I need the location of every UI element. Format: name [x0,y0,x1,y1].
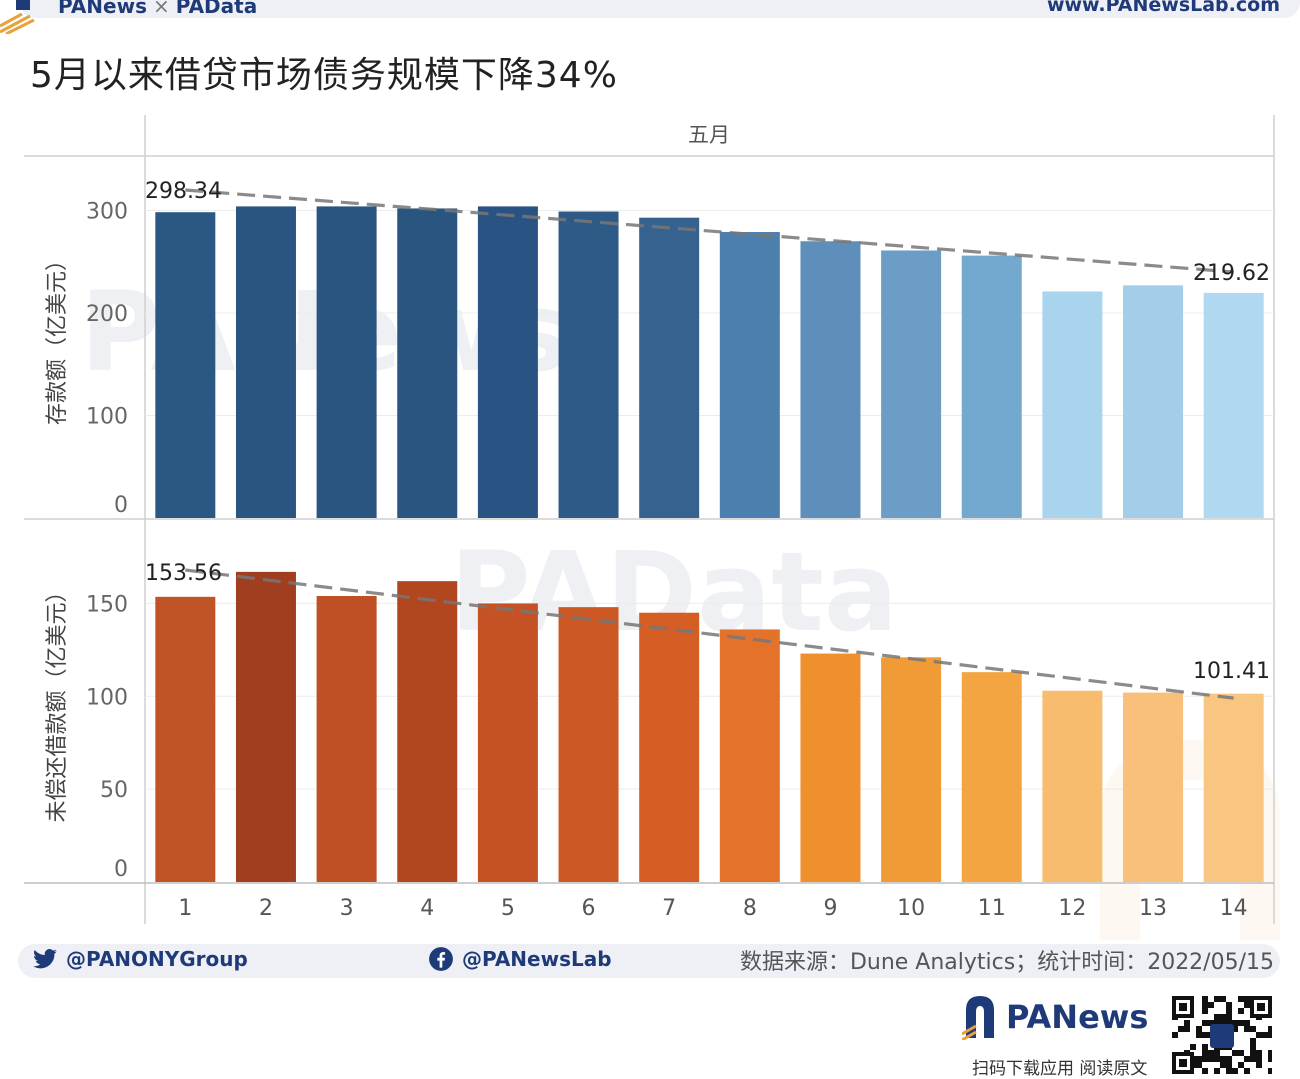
twitter-handle[interactable]: @PANONYGroup [32,946,248,972]
bar-panel2-9 [800,653,861,882]
qr-code-icon[interactable] [1172,996,1272,1074]
bar-panel2-2 [235,571,296,882]
bar-panel1-13 [1123,285,1184,518]
x-tick-label: 11 [978,896,1006,921]
x-tick-label: 6 [582,896,596,921]
twitter-icon [33,949,57,969]
brand-right: PAData [175,0,258,18]
bar-panel2-12 [1042,690,1103,882]
x-tick-label: 2 [259,896,273,921]
bar-panel1-5 [477,206,538,518]
trend-line [185,188,1234,274]
x-tick-label: 3 [340,896,354,921]
y-tick-label: 0 [114,857,128,882]
bar-panel1-7 [639,217,700,519]
x-tick-label: 1 [178,896,192,921]
x-tick-label: 8 [743,896,757,921]
facebook-icon [429,947,453,971]
bar-panel2-13 [1123,692,1184,882]
x-tick-label: 12 [1058,896,1086,921]
bar-panel1-11 [961,255,1022,518]
bar-panel2-6 [558,607,619,882]
footer-bar [18,944,1280,978]
brand-separator: × [152,0,170,18]
y-axis-label: 存款额（亿美元） [45,249,70,425]
x-tick-label: 13 [1139,896,1167,921]
facebook-label: @PANewsLab [462,947,612,971]
data-label: 298.34 [145,179,222,204]
x-tick-label: 9 [823,896,837,921]
bar-panel2-3 [316,596,377,882]
panel-1: 0 100 200 300 存款额（亿美元） 298.34 219.62 [45,179,1274,519]
y-axis-label: 未偿还借款额（亿美元） [45,580,70,822]
panews-logo[interactable]: PANews [962,994,1148,1040]
bar-panel1-6 [558,211,619,518]
bar-panel2-5 [477,603,538,882]
bar-panel2-10 [881,657,942,882]
y-tick-label: 150 [86,592,128,617]
bar-panel1-8 [719,232,780,518]
panews-corner-icon [0,0,35,34]
bar-panel2-4 [397,581,458,882]
page-title: 5月以来借贷市场债务规模下降34% [30,55,618,96]
bar-panel2-14 [1203,693,1264,882]
bar-panel2-7 [639,612,700,882]
trend-line [185,568,1234,700]
bar-panel2-8 [719,629,780,882]
facebook-handle[interactable]: @PANewsLab [428,946,612,972]
twitter-label: @PANONYGroup [66,947,248,971]
bar-panel1-3 [316,206,377,518]
y-tick-label: 200 [86,302,128,327]
site-url[interactable]: www.PANewsLab.com [1046,0,1280,16]
bar-panel1-1 [155,212,216,518]
bar-panel1-4 [397,208,458,518]
bar-panel1-9 [800,241,861,518]
panews-logo-icon [962,996,994,1040]
top-banner-pill [20,0,1300,18]
data-label: 153.56 [145,561,222,586]
bar-panel1-2 [235,206,296,518]
y-tick-label: 50 [100,778,128,803]
top-banner: PANews × PAData www.PANewsLab.com [0,0,1300,34]
x-tick-label: 7 [662,896,676,921]
bar-panel1-14 [1203,292,1264,518]
bar-panel2-1 [155,596,216,882]
bar-chart: PANews PAData 五月 0100200300存款额（亿美元）298.3… [24,115,1280,940]
x-tick-label: 5 [501,896,515,921]
x-axis: 1 2 3 4 5 6 7 8 9 10 11 12 13 14 [178,896,1247,921]
x-tick-label: 4 [420,896,434,921]
brand-left: PANews [58,0,147,18]
scan-caption: 扫码下载应用 阅读原文 [972,1059,1148,1079]
data-source: 数据来源：Dune Analytics；统计时间：2022/05/15 [739,950,1274,975]
chart-panels: 0 100 200 300 存款额（亿美元） 298.34 219.62 0 50 100 150 未… [45,179,1274,882]
bar-panel2-11 [961,672,1022,882]
x-tick-label: 14 [1220,896,1248,921]
bar-panel1-12 [1042,291,1103,518]
panews-logo-word: PANews [1006,998,1149,1036]
x-tick-label: 10 [897,896,925,921]
bar-panel1-10 [881,250,942,518]
y-tick-label: 0 [114,493,128,518]
data-label: 219.62 [1193,261,1270,286]
brand-line: PANews × PAData [58,0,257,18]
y-tick-label: 300 [86,200,128,225]
y-tick-label: 100 [86,405,128,430]
y-tick-label: 100 [86,685,128,710]
data-label: 101.41 [1193,659,1270,684]
column-header: 五月 [688,123,730,147]
panel-2: 0 50 100 150 未偿还借款额（亿美元） 153.56 101.41 [45,561,1274,882]
